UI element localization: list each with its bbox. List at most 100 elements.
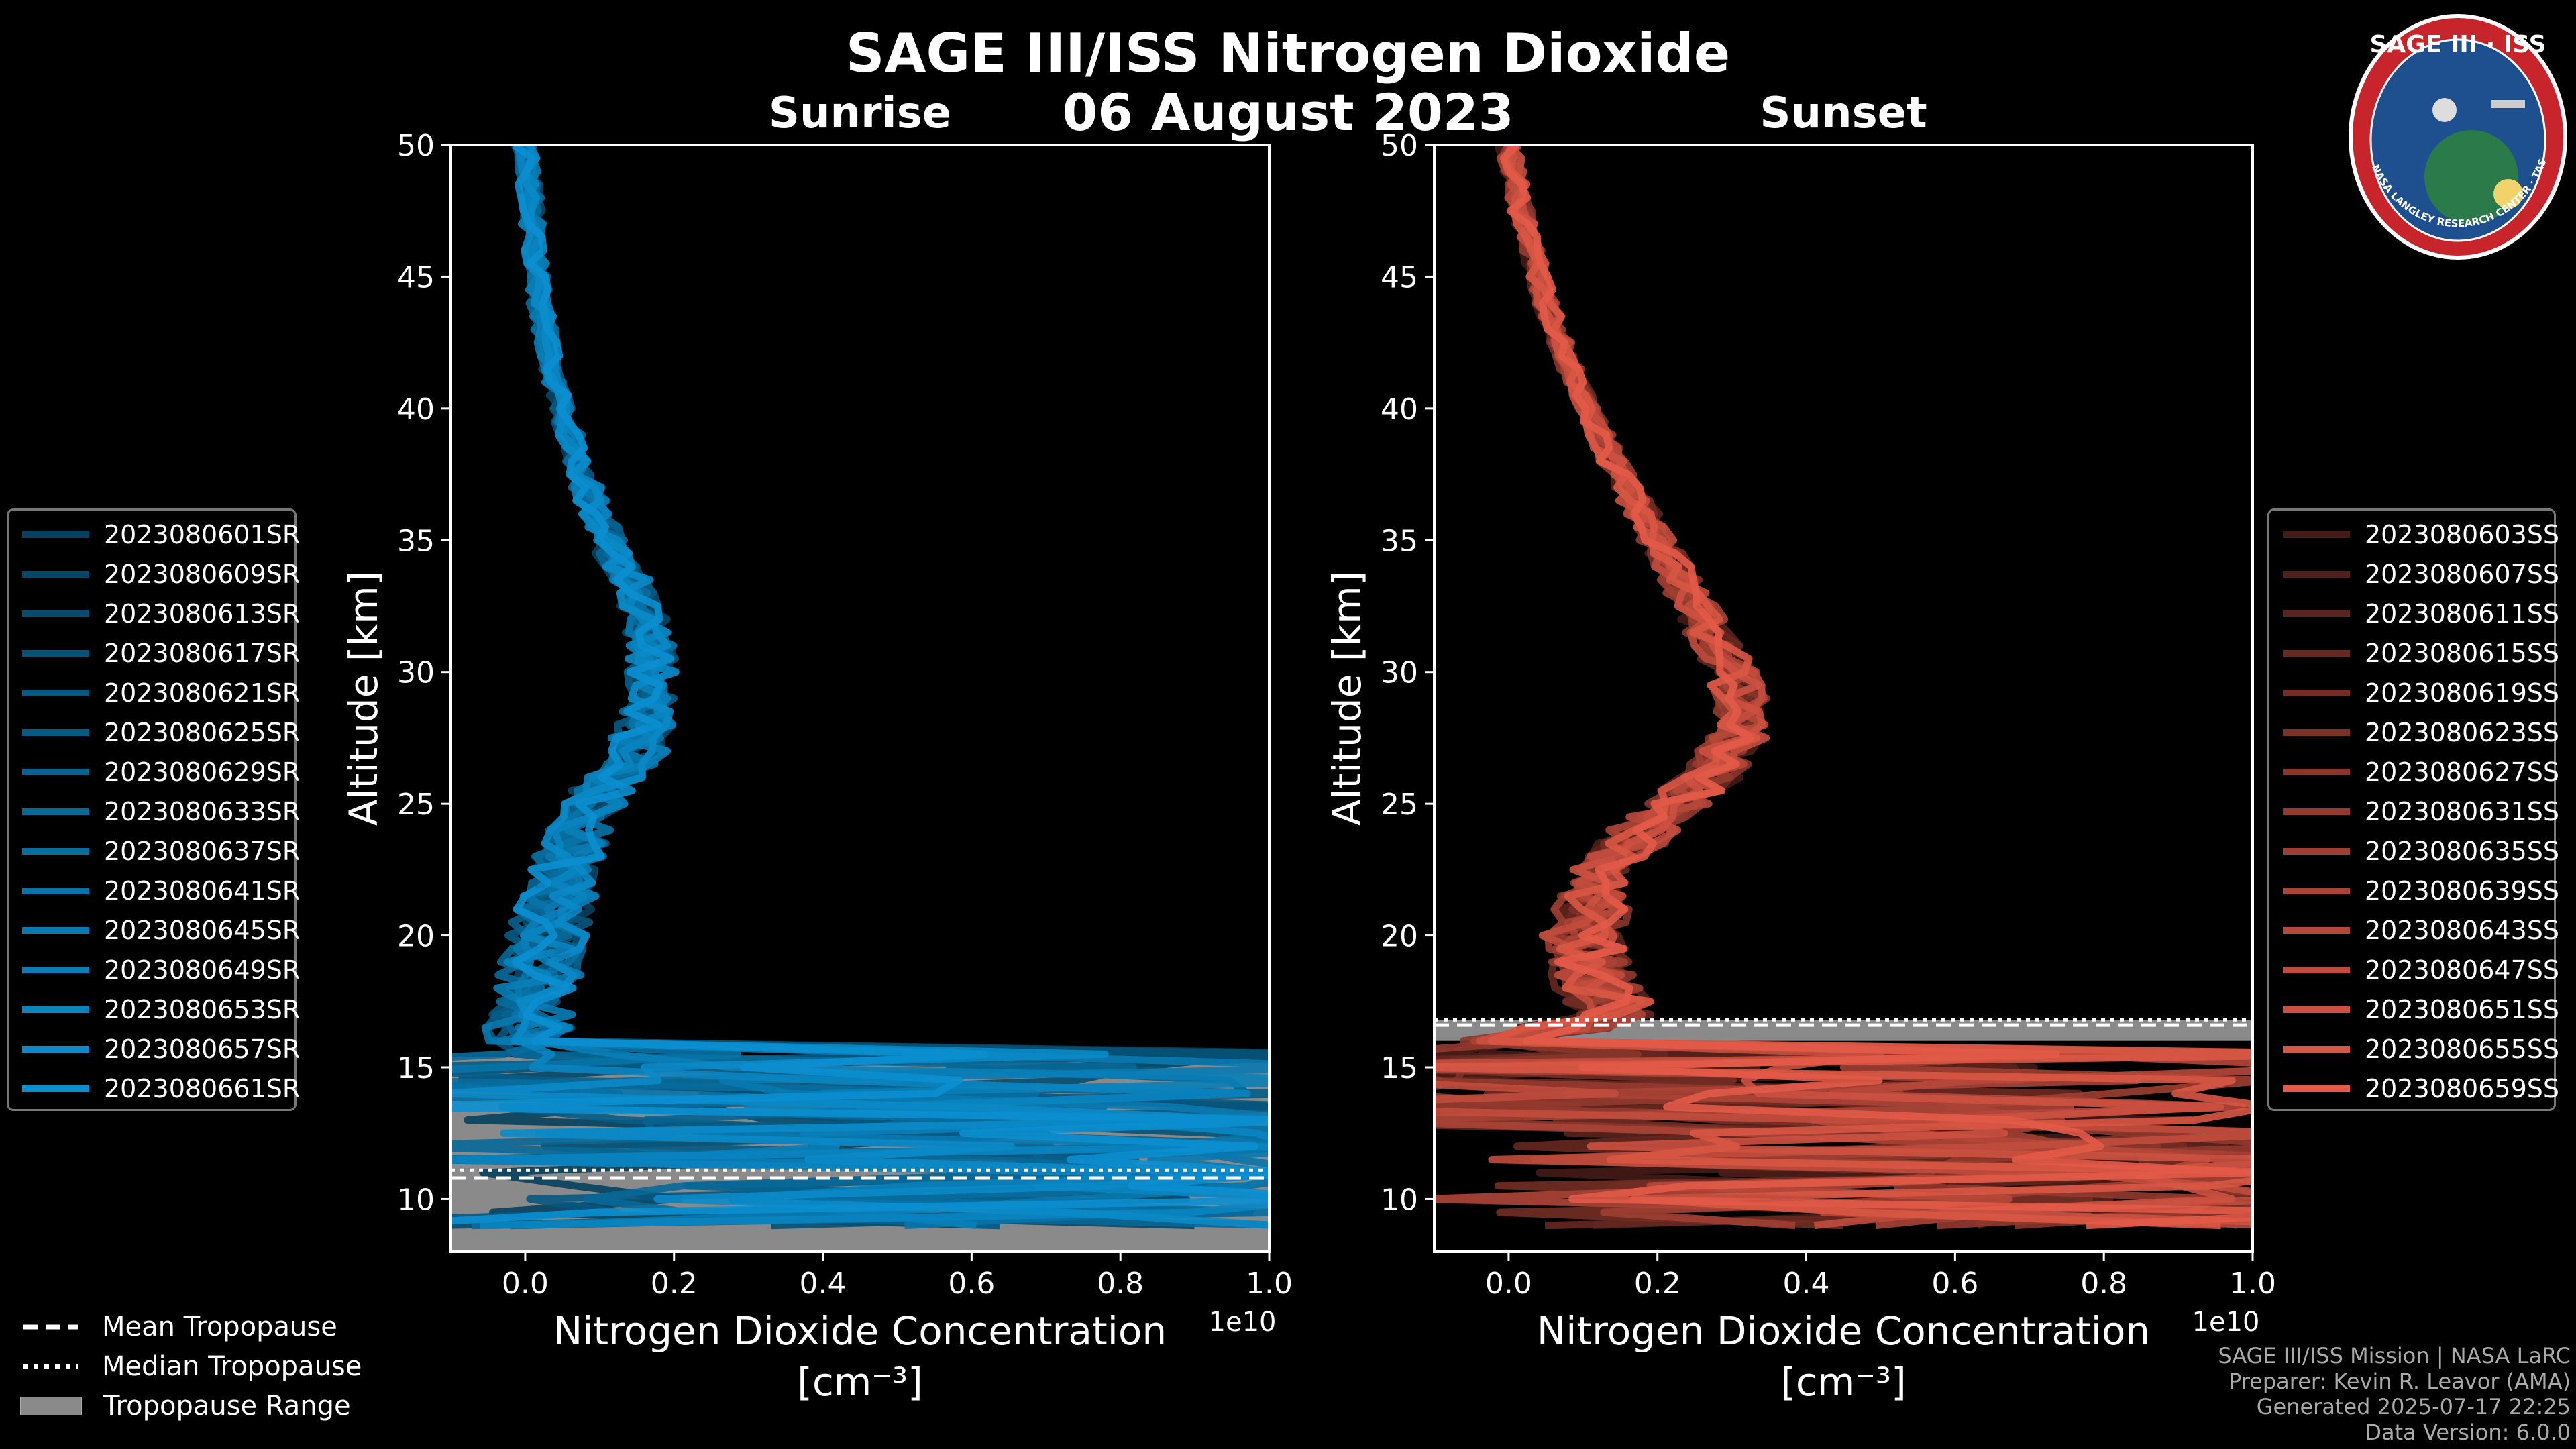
legend-swatch	[2283, 689, 2350, 696]
legend-swatch	[22, 570, 89, 578]
legend-item: 2023080601SR	[9, 515, 300, 554]
legend-median-tropopause: Median Tropopause	[20, 1346, 362, 1386]
credits: SAGE III/ISS Mission | NASA LaRC Prepare…	[2218, 1343, 2571, 1445]
y-tick-label: 25	[397, 788, 435, 822]
legend-label: 2023080617SR	[104, 638, 301, 668]
mean-tropopause-swatch	[20, 1318, 80, 1336]
legend-item: 2023080641SR	[9, 871, 300, 910]
legend-item: 2023080639SS	[2269, 871, 2559, 910]
legend-item: 2023080659SS	[2269, 1069, 2559, 1108]
legend-item: 2023080661SR	[9, 1069, 300, 1108]
y-tick-label: 10	[397, 1183, 435, 1217]
legend-label: 2023080611SS	[2365, 598, 2560, 629]
y-tick-label: 45	[1381, 260, 1418, 294]
figure-title: SAGE III/ISS Nitrogen Dioxide	[845, 22, 1731, 85]
legend-item: 2023080627SS	[2269, 752, 2559, 792]
tropopause-range-label: Tropopause Range	[103, 1390, 351, 1421]
legend-mean-tropopause: Mean Tropopause	[20, 1307, 362, 1346]
x-tick-label: 0.6	[1931, 1267, 1978, 1301]
legend-swatch	[2283, 1085, 2350, 1092]
sunset-axes-frame	[1433, 144, 2254, 1253]
legend-swatch	[22, 966, 89, 973]
sunrise-panel: 0.0 0.2 0.4 0.6 0.8 1.0 10 15 20 25 30 35 40 45 50 1e10…	[341, 89, 1293, 1405]
sunrise-axes-frame	[449, 144, 1271, 1253]
legend-item: 2023080645SR	[9, 910, 300, 950]
legend-label: 2023080603SS	[2365, 519, 2560, 549]
legend-label: 2023080619SS	[2365, 678, 2560, 708]
profile-line-2023080659SS	[1500, 145, 2253, 1230]
patch-moon	[2432, 98, 2457, 122]
sunrise-plot-area	[451, 145, 1269, 1252]
legend-swatch	[2283, 887, 2350, 894]
legend-swatch	[2283, 768, 2350, 775]
legend-item: 2023080629SR	[9, 752, 300, 792]
patch-station	[2491, 100, 2525, 108]
x-axis-unit: [cm⁻³]	[1780, 1359, 1907, 1405]
x-tick-label: 1.0	[1246, 1267, 1293, 1301]
legend-item: 2023080603SS	[2269, 515, 2559, 554]
legend-label: 2023080631SS	[2365, 796, 2560, 826]
y-tick-label: 50	[397, 129, 435, 163]
sunrise-panel-title: Sunrise	[769, 89, 951, 138]
patch-sun	[2493, 179, 2523, 209]
x-tick-label: 0.8	[1097, 1267, 1144, 1301]
legend-swatch	[2283, 570, 2350, 578]
sage-iii-iss-mission-patch: SAGE III · ISS BALL · NASA LANGLEY RESEA…	[2344, 9, 2567, 260]
legend-swatch	[22, 729, 89, 736]
legend-label: 2023080651SS	[2365, 994, 2560, 1024]
legend-swatch	[22, 887, 89, 894]
legend-label: 2023080639SS	[2365, 875, 2560, 906]
legend-item: 2023080625SR	[9, 712, 300, 752]
y-tick-label: 30	[1381, 656, 1418, 690]
legend-swatch	[2283, 1006, 2350, 1013]
legend-item: 2023080653SR	[9, 989, 300, 1029]
x-tick-label: 0.2	[1634, 1267, 1681, 1301]
x-tick-label: 0.8	[2080, 1267, 2127, 1301]
legend-swatch	[22, 808, 89, 815]
legend-label: 2023080655SS	[2365, 1034, 2560, 1064]
legend-item: 2023080611SS	[2269, 594, 2559, 633]
y-tick-label: 25	[1381, 788, 1418, 822]
legend-label: 2023080637SR	[104, 836, 301, 866]
legend-swatch	[2283, 808, 2350, 815]
legend-swatch	[2283, 729, 2350, 736]
legend-label: 2023080641SR	[104, 875, 301, 906]
x-axis-unit: [cm⁻³]	[797, 1359, 923, 1405]
y-tick-label: 20	[397, 920, 435, 954]
legend-label: 2023080627SS	[2365, 757, 2560, 787]
y-tick-label: 50	[1381, 129, 1418, 163]
legend-label: 2023080647SS	[2365, 955, 2560, 985]
legend-swatch	[22, 1045, 89, 1053]
legend-label: 2023080633SR	[104, 796, 301, 826]
x-tick-label: 0.6	[948, 1267, 995, 1301]
legend-item: 2023080635SS	[2269, 831, 2559, 871]
y-tick-label: 40	[397, 392, 435, 427]
legend-label: 2023080621SR	[104, 678, 301, 708]
credits-generated: Generated 2025-07-17 22:25	[2256, 1394, 2571, 1419]
legend-swatch	[2283, 1045, 2350, 1053]
profile-line-2023080661SR	[451, 145, 1269, 1225]
y-tick-label: 35	[397, 524, 435, 558]
sunset-plot-area	[1434, 145, 2253, 1230]
legend-swatch	[22, 847, 89, 855]
legend-item: 2023080623SS	[2269, 712, 2559, 752]
legend-swatch	[22, 926, 89, 934]
y-axis-label: Altitude [km]	[341, 571, 386, 826]
patch-earth	[2424, 130, 2518, 224]
legend-item: 2023080633SR	[9, 792, 300, 831]
legend-tropopause-range: Tropopause Range	[20, 1386, 362, 1426]
legend-label: 2023080607SS	[2365, 559, 2560, 589]
legend-item: 2023080621SR	[9, 673, 300, 712]
figure-date: 06 August 2023	[1062, 83, 1514, 142]
tropopause-range-swatch	[20, 1396, 82, 1415]
legend-label: 2023080643SS	[2365, 915, 2560, 945]
legend-label: 2023080623SS	[2365, 717, 2560, 747]
median-tropopause-label: Median Tropopause	[102, 1350, 362, 1382]
legend-label: 2023080615SS	[2365, 638, 2560, 668]
legend-item: 2023080649SR	[9, 950, 300, 989]
legend-item: 2023080647SS	[2269, 950, 2559, 989]
legend-swatch	[22, 610, 89, 617]
y-tick-label: 30	[397, 656, 435, 690]
legend-item: 2023080637SR	[9, 831, 300, 871]
credits-version: Data Version: 6.0.0	[2365, 1419, 2571, 1445]
